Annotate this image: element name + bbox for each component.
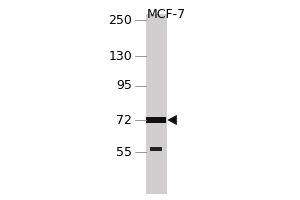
Bar [146,14,167,194]
Text: 250: 250 [108,14,132,26]
Polygon shape [167,115,177,125]
Bar [150,147,162,151]
Text: 130: 130 [108,49,132,62]
Bar [146,117,166,123]
Text: MCF-7: MCF-7 [147,8,186,21]
Text: 72: 72 [116,114,132,127]
Text: 95: 95 [116,79,132,92]
Text: 55: 55 [116,146,132,158]
